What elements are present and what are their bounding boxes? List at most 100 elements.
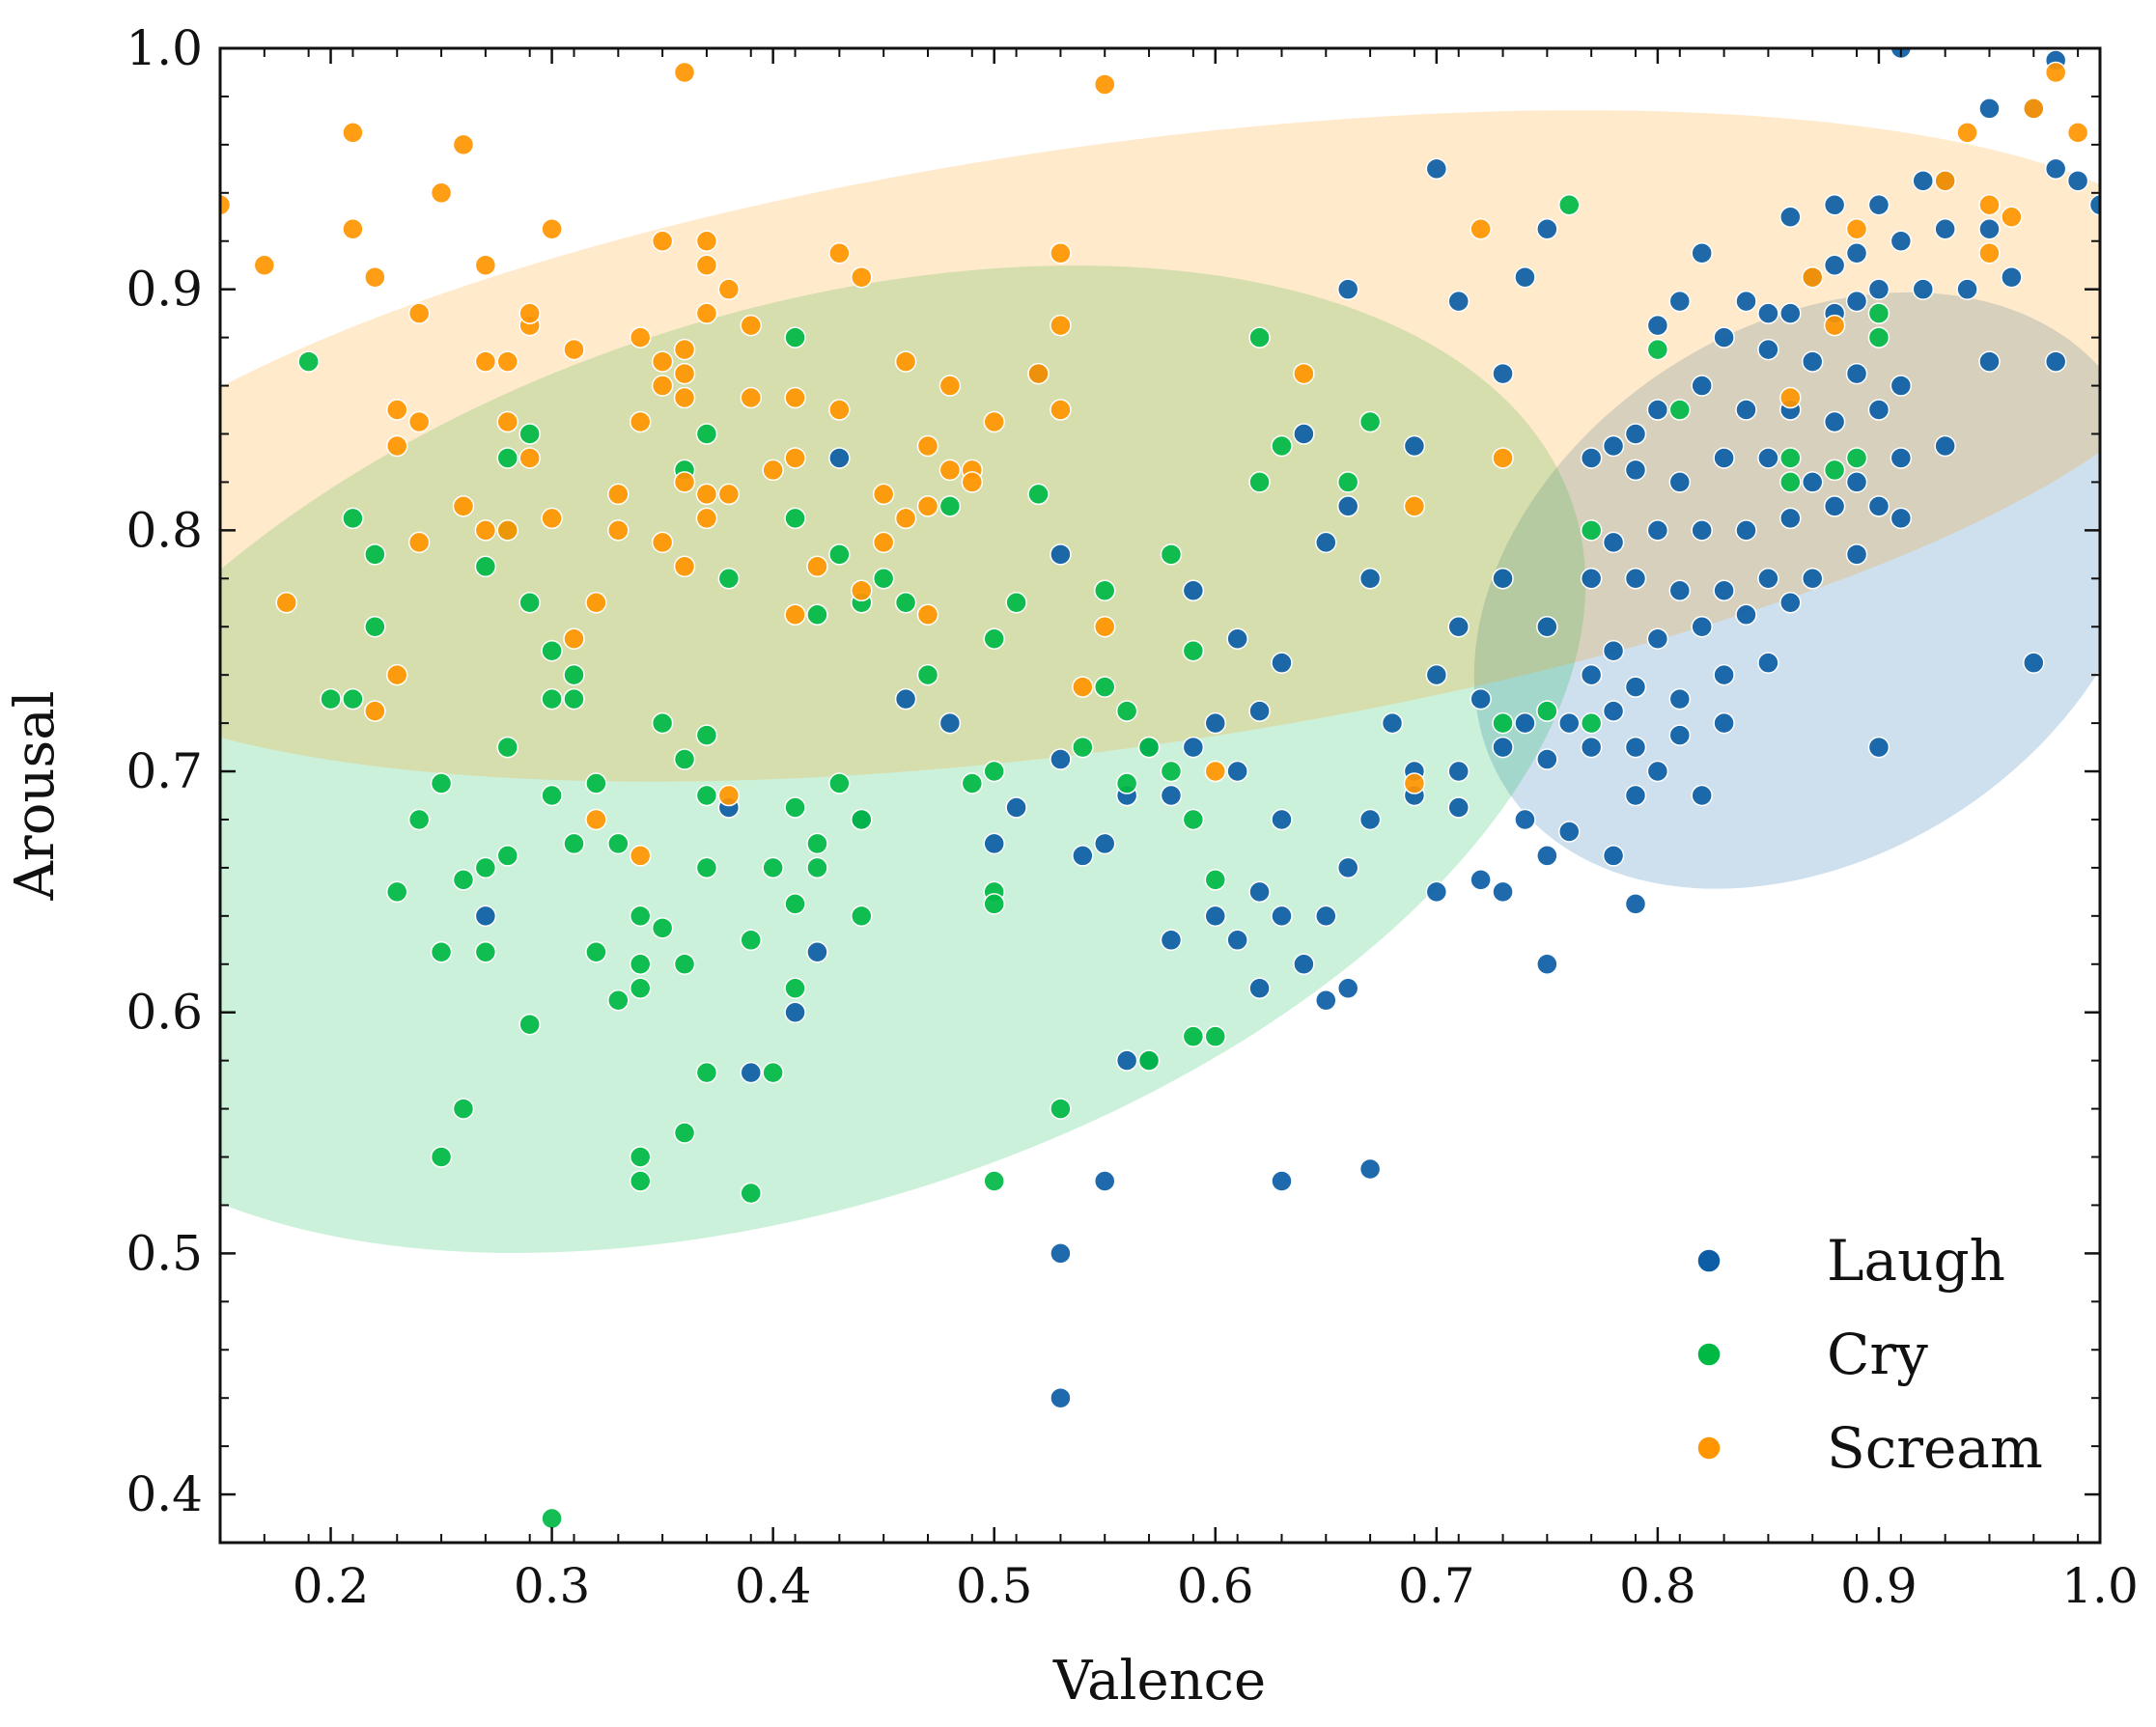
cry-point [784, 326, 806, 348]
laugh-point [1779, 507, 1802, 530]
laugh-point [1536, 953, 1558, 976]
scream-point [496, 410, 519, 433]
laugh-point [474, 905, 497, 928]
laugh-point [1713, 326, 1735, 348]
scream-point [1779, 386, 1802, 409]
laugh-point [1867, 194, 1890, 216]
scream-point [275, 592, 297, 614]
cry-point [1182, 639, 1205, 662]
scream-point [1093, 73, 1116, 96]
laugh-point [1624, 893, 1647, 915]
scream-point [916, 495, 939, 517]
cry-point [784, 796, 806, 819]
laugh-point [1271, 652, 1293, 674]
cry-point [1160, 543, 1183, 566]
laugh-point [1226, 627, 1248, 650]
cry-point [1358, 410, 1382, 433]
laugh-point [1315, 531, 1337, 554]
laugh-point [1757, 652, 1779, 674]
cry-point [496, 845, 519, 867]
cry-point [474, 555, 497, 578]
laugh-point [1890, 447, 1913, 469]
laugh-point [1447, 290, 1470, 313]
laugh-point [1624, 423, 1647, 445]
cry-point [563, 663, 585, 686]
laugh-point [1425, 157, 1448, 181]
cry-legend-marker [1696, 1342, 1722, 1367]
laugh-point [1093, 1170, 1116, 1192]
scream-point [916, 603, 939, 626]
laugh-point [1005, 796, 1027, 819]
scream-point [385, 434, 408, 458]
scream-point [717, 278, 741, 300]
scream-point [938, 375, 962, 397]
cry-point [629, 953, 652, 976]
scream-point [563, 338, 585, 361]
laugh-point [1691, 375, 1713, 397]
cry-point [851, 808, 873, 831]
cry-point [342, 687, 364, 710]
cry-point [496, 736, 519, 759]
scream-point [496, 519, 519, 542]
laugh-point [1492, 736, 1514, 759]
laugh-point [2066, 170, 2089, 192]
y-tick-label: 0.7 [126, 743, 203, 799]
scream-point [828, 241, 851, 265]
scream-point [629, 845, 652, 867]
laugh-point [1668, 290, 1692, 313]
laugh-point [1624, 676, 1647, 698]
cry-point [629, 1170, 652, 1192]
scream-point [364, 265, 386, 289]
laugh-point [1668, 579, 1692, 602]
laugh-point [1757, 568, 1779, 590]
laugh-point [1558, 821, 1581, 843]
cry-point [541, 687, 563, 710]
x-tick-label: 1.0 [2061, 1558, 2139, 1614]
laugh-point [1912, 278, 1935, 300]
cry-point [1137, 736, 1161, 759]
cry-point [342, 507, 364, 530]
scream-point [1492, 447, 1514, 469]
cry-point [695, 423, 718, 445]
cry-point [673, 748, 696, 770]
laugh-point [1336, 495, 1359, 517]
laugh-point [1093, 832, 1116, 855]
scream-point [784, 603, 806, 626]
laugh-point [1204, 905, 1227, 928]
scream-point [2023, 97, 2045, 120]
scream-point [342, 122, 364, 144]
scream-point [407, 531, 431, 554]
laugh-point [1602, 434, 1625, 458]
x-tick-label: 0.6 [1177, 1558, 1254, 1614]
y-tick-label: 0.5 [126, 1225, 203, 1281]
x-tick-label: 0.3 [514, 1558, 591, 1614]
cry-point [1336, 471, 1359, 493]
laugh-legend-marker [1696, 1248, 1722, 1273]
scream-point [407, 410, 431, 433]
laugh-point [784, 1001, 806, 1023]
laugh-point [1757, 447, 1779, 469]
cry-point [629, 905, 652, 928]
laugh-point [1271, 1170, 1293, 1192]
cry-point [629, 977, 652, 999]
laugh-point [1050, 748, 1072, 770]
laugh-point [1735, 519, 1757, 542]
cry-point [983, 1170, 1005, 1192]
cry-point [585, 772, 607, 794]
laugh-point [2001, 265, 2023, 289]
scream-point [1050, 314, 1072, 337]
laugh-point [1624, 568, 1647, 590]
laugh-point [1735, 603, 1757, 626]
laugh-point [1845, 290, 1868, 313]
scream-point [872, 531, 895, 554]
laugh-point [1447, 615, 1470, 638]
scream-point [1956, 122, 1978, 144]
laugh-point [1115, 1049, 1138, 1072]
cry-point [1093, 579, 1116, 602]
scream-point [784, 386, 806, 409]
laugh-point [1514, 265, 1536, 289]
scream-point [2066, 122, 2089, 144]
cry-point [1182, 808, 1205, 831]
cry-point [385, 880, 408, 904]
scream-point [1050, 399, 1072, 421]
